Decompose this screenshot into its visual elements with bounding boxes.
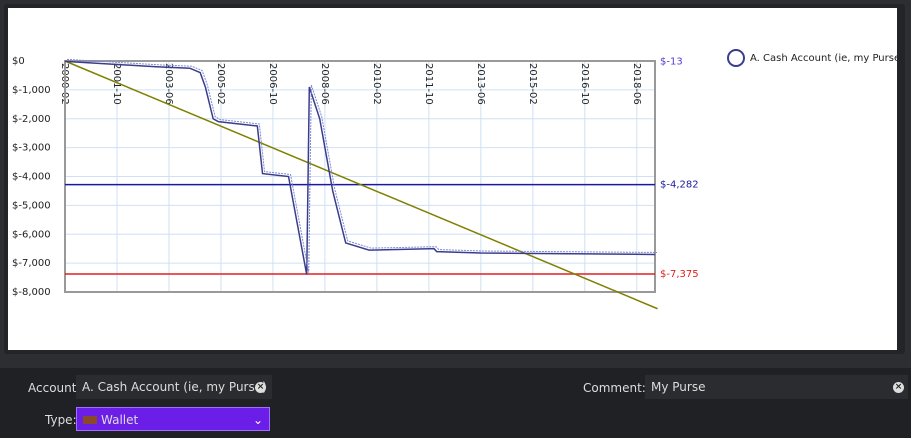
form-area: Account: A. Cash Account (ie, my Purse) …	[0, 368, 911, 438]
y-tick-label: $-2,000	[12, 114, 51, 125]
x-tick-label: 2011-10	[423, 63, 434, 105]
y-tick-label: $-7,000	[12, 258, 51, 269]
type-label: Type:	[45, 413, 77, 427]
x-tick-label: 2005-02	[215, 63, 226, 105]
y-tick-label: $-1,000	[12, 85, 51, 96]
legend-label: A. Cash Account (ie, my Purse)	[750, 53, 897, 64]
y-tick-label: $-8,000	[12, 287, 51, 298]
reference-label: $-4,282	[660, 180, 699, 191]
type-value: Wallet	[101, 413, 139, 427]
x-tick-label: 2001-10	[111, 63, 122, 105]
type-select[interactable]: Wallet ⌄	[76, 407, 270, 431]
x-tick-label: 2013-06	[475, 63, 486, 105]
x-tick-label: 2010-02	[371, 63, 382, 105]
reference-label: $-13	[660, 56, 683, 67]
comment-field[interactable]: My Purse	[645, 375, 908, 399]
wallet-icon	[83, 416, 97, 424]
reference-label: $-7,375	[660, 269, 699, 280]
series-line-shadow	[66, 58, 658, 273]
x-tick-label: 2006-10	[267, 63, 278, 105]
y-tick-label: $-3,000	[12, 143, 51, 154]
y-tick-label: $-4,000	[12, 172, 51, 183]
account-label: Account:	[28, 381, 81, 395]
chart: $0 $-1,000 $-2,000 $-3,000 $-4,000 $-5,000 $-6…	[8, 8, 897, 350]
x-tick-label: 2003-06	[163, 63, 174, 105]
y-tick-label: $-6,000	[12, 229, 51, 240]
y-tick-label: $-5,000	[12, 200, 51, 211]
plot-border	[64, 60, 656, 293]
comment-label: Comment:	[583, 381, 646, 395]
account-field[interactable]: A. Cash Account (ie, my Purse)	[76, 375, 272, 399]
dropdown-arrow: ⌄	[252, 413, 263, 427]
series-line	[64, 60, 656, 275]
comment-value: My Purse	[651, 380, 706, 394]
x-tick-label: 2015-02	[527, 63, 538, 105]
y-tick-label: $0	[12, 56, 25, 67]
account-value: A. Cash Account (ie, my Purse)	[82, 380, 267, 394]
x-tick-label: 2016-10	[579, 63, 590, 105]
trend-line	[64, 60, 658, 310]
clear-button[interactable]: ×	[255, 382, 266, 393]
x-tick-label: 2018-06	[631, 63, 642, 105]
legend-icon	[727, 49, 745, 67]
clear-button[interactable]: ×	[893, 382, 904, 393]
x-tick-label: 2008-06	[319, 63, 330, 105]
